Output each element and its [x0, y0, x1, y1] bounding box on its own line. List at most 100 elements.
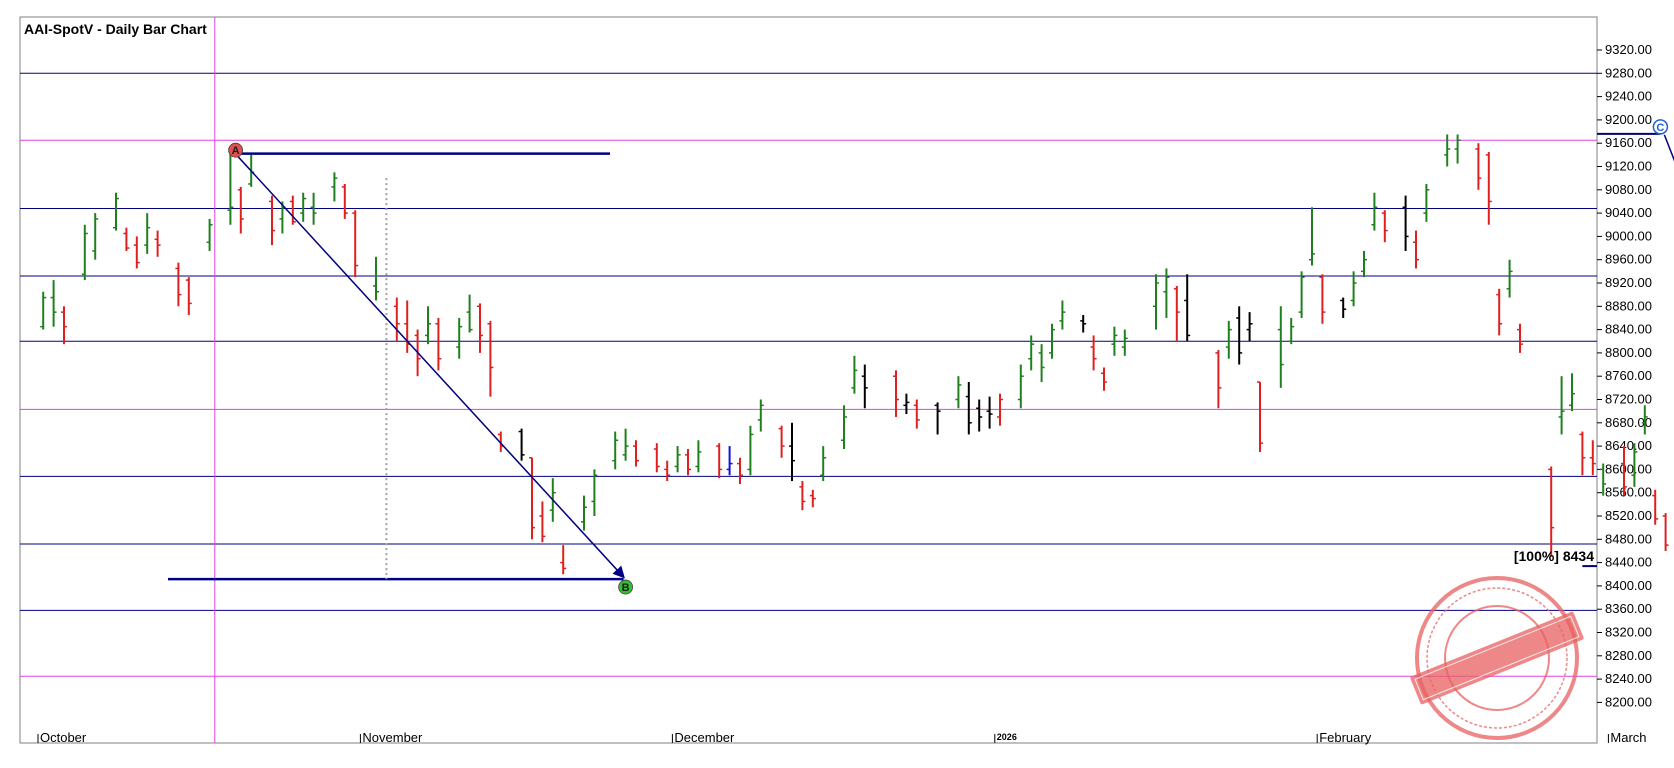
y-tick-label: 8400.00	[1605, 578, 1652, 593]
y-tick-label: 9280.00	[1605, 65, 1652, 80]
ohlc-bar	[1350, 271, 1357, 307]
y-tick-label: 8800.00	[1605, 345, 1652, 360]
ohlc-bar	[518, 428, 525, 461]
x-tick-label: February	[1319, 730, 1372, 745]
ohlc-bar	[809, 489, 816, 508]
ohlc-bar	[913, 399, 920, 429]
chart-title: AAI-SpotV - Daily Bar Chart	[24, 21, 207, 37]
y-tick-label: 8360.00	[1605, 601, 1652, 616]
ohlc-bar	[1184, 274, 1191, 342]
ohlc-bar	[487, 320, 494, 397]
y-tick-label: 8320.00	[1605, 625, 1652, 640]
ohlc-bar	[1225, 320, 1232, 359]
ohlc-bar	[633, 440, 639, 467]
ohlc-bar	[965, 382, 972, 435]
ohlc-bar	[1288, 317, 1295, 345]
ohlc-bar	[1600, 463, 1607, 496]
ohlc-bar	[1028, 335, 1035, 371]
ohlc-bar	[1246, 312, 1253, 342]
y-tick-label: 9320.00	[1605, 42, 1652, 57]
ohlc-bar	[425, 306, 431, 345]
ohlc-bar	[716, 443, 723, 479]
pattern-annotations: [100%] 8434	[168, 132, 1674, 581]
stamp-core-ring	[1444, 605, 1550, 711]
ohlc-bar	[1121, 329, 1128, 356]
ohlc-bar	[227, 151, 234, 225]
ohlc-bar	[300, 192, 307, 222]
ohlc-bar	[456, 317, 463, 359]
ohlc-bar	[61, 306, 67, 345]
ohlc-bar	[1652, 489, 1659, 525]
ohlc-bar	[955, 376, 962, 409]
ohlc-bar	[893, 370, 899, 417]
ohlc-bar	[1236, 306, 1243, 365]
ohlc-bar	[789, 422, 795, 482]
stamp-banner	[1410, 611, 1584, 705]
pattern-points: A B C	[228, 119, 1669, 595]
ohlc-bar	[341, 183, 348, 219]
ohlc-bar	[1371, 192, 1378, 231]
stamp-band	[1410, 611, 1584, 705]
ohlc-bar	[289, 195, 296, 225]
ohlc-bar	[737, 457, 743, 484]
y-tick-label: 8880.00	[1605, 298, 1652, 313]
ohlc-bar	[1049, 323, 1055, 359]
y-tick-label: 8960.00	[1605, 252, 1652, 267]
ohlc-bar	[1569, 373, 1575, 412]
projection-arrow-ab	[237, 155, 625, 579]
ohlc-bar	[1340, 297, 1347, 318]
ohlc-bar	[560, 545, 567, 575]
ohlc-bar	[352, 210, 359, 278]
stamp-outer-ring	[1415, 576, 1579, 740]
ohlc-bar	[1319, 274, 1326, 324]
y-tick-label: 8920.00	[1605, 275, 1652, 290]
point-marker	[618, 579, 633, 595]
ohlc-bar	[1059, 300, 1066, 330]
ohlc-bar	[1163, 268, 1170, 318]
ohlc-bar	[1444, 134, 1451, 167]
ohlc-bar	[581, 495, 587, 531]
ohlc-bar	[393, 297, 400, 342]
ohlc-bar	[976, 399, 983, 432]
y-tick-label: 8680.00	[1605, 415, 1652, 430]
point-label: A	[232, 145, 240, 157]
y-tick-label: 9160.00	[1605, 135, 1652, 150]
point-a: A	[228, 142, 244, 158]
y-tick-label: 8520.00	[1605, 508, 1652, 523]
ohlc-bar	[1017, 364, 1024, 409]
ohlc-bar	[237, 186, 244, 234]
ohlc-bar	[1111, 326, 1118, 356]
ohlc-bar	[1558, 376, 1565, 435]
ohlc-bar	[1496, 288, 1503, 336]
point-label: B	[622, 582, 630, 594]
ohlc-bar	[154, 230, 161, 257]
ohlc-bar	[1517, 323, 1523, 353]
ohlc-bar	[664, 460, 671, 482]
ohlc-bar	[539, 501, 546, 543]
ohlc-bar	[997, 393, 1003, 426]
ohlc-bar	[477, 303, 483, 353]
ohlc-bar	[1454, 134, 1461, 164]
ohlc-bar	[92, 213, 99, 260]
ohlc-bar	[674, 446, 681, 473]
ohlc-bar	[1038, 344, 1045, 383]
ohlc-bar	[1381, 210, 1388, 243]
ohlc-bar	[1413, 230, 1419, 269]
ohlc-bar	[1641, 405, 1648, 435]
ohlc-bar	[81, 224, 88, 281]
x-tick-label: 2026	[997, 732, 1017, 742]
ohlc-bar	[373, 256, 379, 301]
price-axis: 9320.00 9280.00 9240.00 9200.00 9160.00 9120.…	[1597, 42, 1652, 709]
ohlc-bar	[861, 364, 868, 409]
y-tick-label: 8280.00	[1605, 648, 1652, 663]
ohlc-bar	[622, 428, 629, 461]
ohlc-bar	[1101, 367, 1107, 391]
ohlc-bar	[310, 192, 317, 225]
ohlc-bar	[1277, 306, 1284, 388]
y-tick-label: 8200.00	[1605, 694, 1652, 709]
ohlc-bar	[1361, 250, 1367, 278]
point-marker	[1652, 119, 1669, 135]
y-tick-label: 8560.00	[1605, 485, 1652, 500]
ohlc-bar	[851, 355, 858, 394]
